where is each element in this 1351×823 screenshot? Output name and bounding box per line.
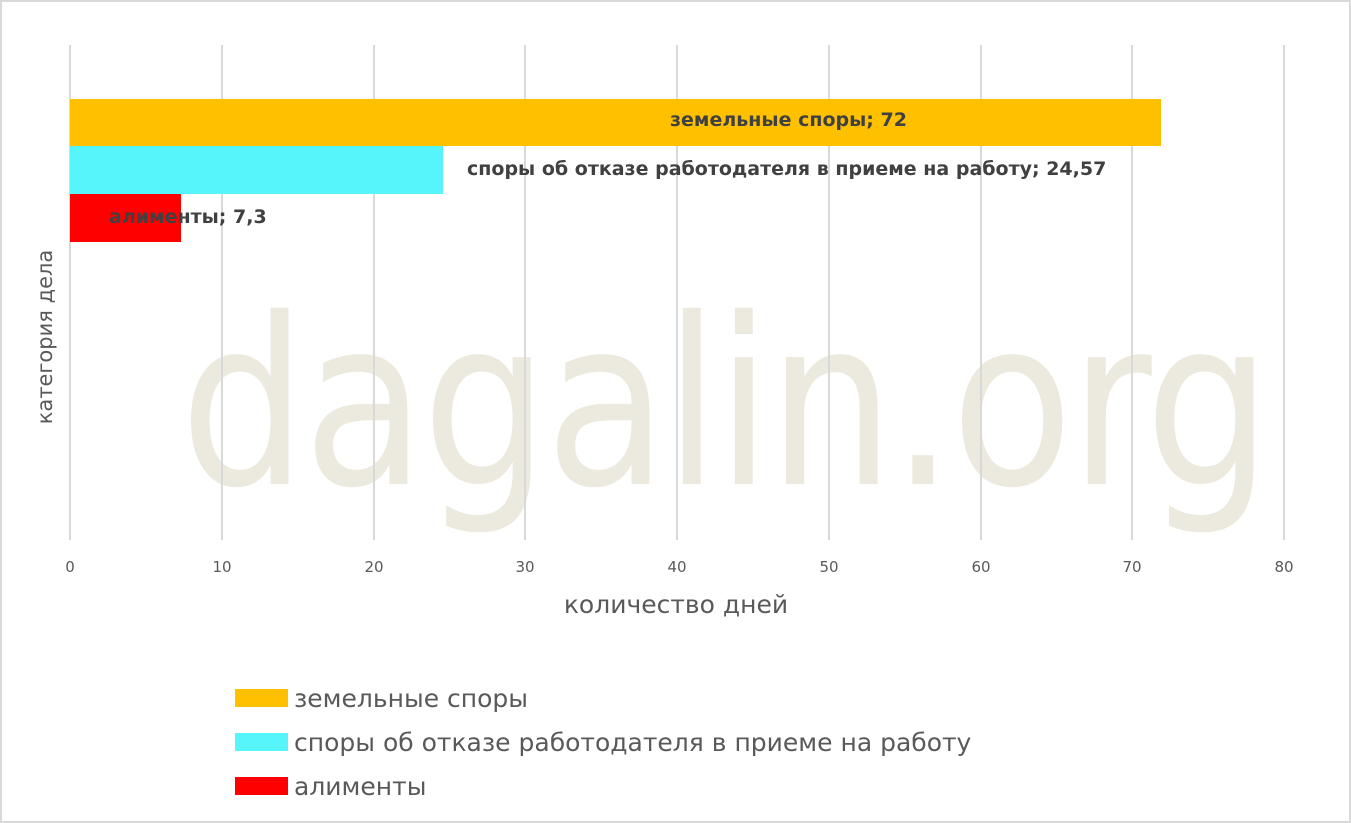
x-tick-80: 80: [1274, 558, 1294, 576]
legend-item-alimony[interactable]: алименты: [235, 764, 971, 808]
x-tick-50: 50: [819, 558, 839, 576]
x-tick-30: 30: [515, 558, 535, 576]
data-label-land-disputes: земельные споры; 72: [670, 109, 907, 131]
legend-label: земельные споры: [294, 683, 529, 713]
gridline-60: [980, 45, 982, 540]
bar-alimony[interactable]: [70, 194, 181, 242]
legend-label: алименты: [294, 771, 427, 801]
x-tick-10: 10: [212, 558, 232, 576]
legend-item-hiring-refusal-disputes[interactable]: споры об отказе работодателя в приеме на…: [235, 720, 971, 764]
gridline-40: [676, 45, 678, 540]
x-tick-20: 20: [364, 558, 384, 576]
bar-land-disputes[interactable]: [70, 99, 1161, 146]
legend-swatch-orange: [235, 689, 288, 707]
gridline-0: [69, 45, 71, 540]
legend: земельные споры споры об отказе работода…: [235, 676, 971, 808]
legend-swatch-cyan: [235, 733, 288, 751]
data-label-alimony: алименты; 7,3: [109, 206, 267, 228]
gridline-50: [828, 45, 830, 540]
watermark-text: dagalin.org: [180, 269, 1271, 539]
x-tick-70: 70: [1122, 558, 1142, 576]
x-tick-60: 60: [971, 558, 991, 576]
x-tick-0: 0: [65, 558, 75, 576]
bar-hiring-refusal-disputes[interactable]: [70, 146, 443, 194]
x-axis-title: количество дней: [563, 590, 789, 619]
gridline-30: [524, 45, 526, 540]
y-axis-title: категория дела: [33, 249, 57, 425]
gridline-10: [221, 45, 223, 540]
legend-item-land-disputes[interactable]: земельные споры: [235, 676, 971, 720]
legend-swatch-red: [235, 777, 288, 795]
x-tick-40: 40: [667, 558, 687, 576]
gridline-70: [1131, 45, 1133, 540]
gridline-80: [1283, 45, 1285, 540]
legend-label: споры об отказе работодателя в приеме на…: [294, 727, 972, 757]
data-label-hiring-refusal-disputes: споры об отказе работодателя в приеме на…: [467, 158, 1107, 180]
gridline-20: [373, 45, 375, 540]
